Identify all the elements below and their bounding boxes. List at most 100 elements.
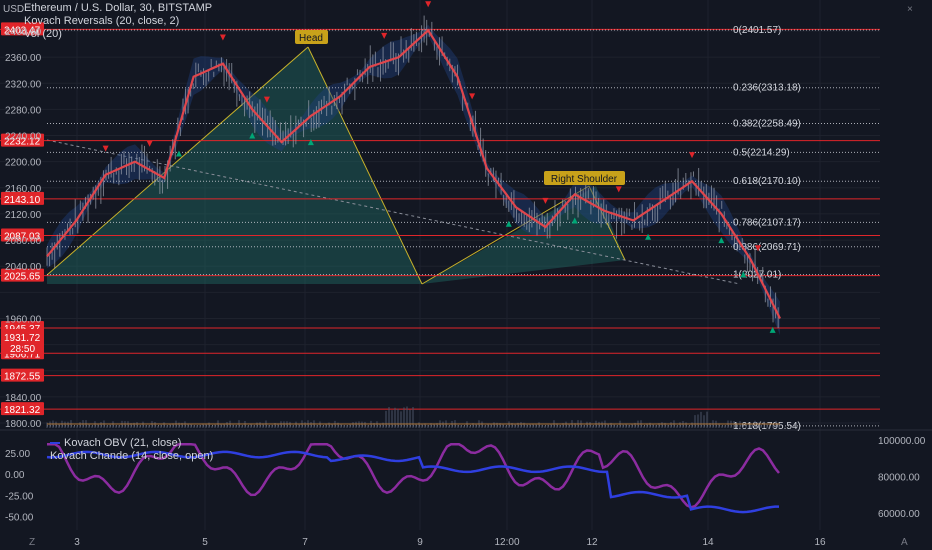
current-price-label: 1931.72	[4, 333, 41, 344]
price-tick: 2240.00	[5, 132, 42, 143]
countdown-label: 28:50	[10, 344, 35, 355]
pattern-fill	[46, 46, 741, 285]
lower-right-tick: 80000.00	[878, 473, 920, 484]
indicator-volume[interactable]: Vol (20)	[24, 28, 62, 40]
lower-left-tick: -25.00	[5, 491, 34, 502]
lower-right-tick: 100000.00	[878, 436, 926, 447]
price-tag-label: 1872.55	[4, 372, 41, 383]
moving-average	[46, 28, 781, 319]
menu-icon[interactable]: Z	[29, 537, 35, 548]
fib-label: 0(2401.57)	[733, 25, 781, 36]
reversal-down-icon	[102, 145, 109, 152]
time-axis[interactable]: 3 5 7 9 12:00 12 14 16	[74, 537, 826, 548]
price-tick: 2200.00	[5, 158, 42, 169]
lower-left-tick: -50.00	[5, 513, 34, 524]
reversal-down-icon	[146, 140, 153, 147]
time-tick: 16	[814, 537, 826, 548]
obv-line	[46, 450, 780, 514]
price-tag	[1, 268, 44, 282]
obv-label: Kovach OBV (21, close)	[64, 437, 182, 449]
time-tick: 12	[586, 537, 598, 548]
price-tick: 2400.00	[5, 27, 42, 38]
trend-line-up	[46, 46, 309, 276]
fib-label: 0.382(2258.49)	[733, 118, 801, 129]
right-shoulder-label[interactable]: Right Shoulder	[544, 171, 625, 185]
reversal-up-icon	[249, 132, 256, 139]
price-tick: 2280.00	[5, 105, 42, 116]
reversal-down-icon	[425, 1, 432, 8]
fib-label: 0.786(2107.17)	[733, 217, 801, 228]
lower-pane: 25.00 0.00 -25.00 -50.00 100000.00 80000.00 60…	[5, 436, 926, 524]
lower-right-tick: 60000.00	[878, 509, 920, 520]
price-tag	[1, 228, 44, 242]
indicator-kovach-reversals[interactable]: Kovach Reversals (20, close, 2)	[24, 15, 180, 27]
reversal-up-icon	[175, 150, 182, 157]
price-axis[interactable]: 2402.472232.122143.102087.032025.651945.…	[1, 22, 44, 430]
fib-label: 0.886(2069.71)	[733, 242, 801, 253]
reversal-down-icon	[219, 34, 226, 41]
reversal-down-icon	[381, 32, 388, 39]
price-line	[46, 28, 781, 319]
price-tag-label: 2025.65	[4, 272, 41, 283]
lower-legend: Kovach OBV (21, close) Kovach Chande (14…	[50, 437, 213, 463]
time-tick: 7	[302, 537, 308, 548]
trend-line-down	[307, 46, 423, 285]
price-tag-label: 2143.10	[4, 195, 41, 206]
reversal-up-icon	[645, 233, 652, 240]
price-tag	[1, 133, 44, 147]
neckline	[46, 139, 741, 285]
price-tag-label: 1821.32	[4, 405, 41, 416]
reversal-up-icon	[505, 220, 512, 227]
price-tick: 2320.00	[5, 79, 42, 90]
price-tick: 2360.00	[5, 53, 42, 64]
reversal-down-icon	[615, 186, 622, 193]
fib-label: 0.236(2313.18)	[733, 83, 801, 94]
price-tag	[1, 191, 44, 205]
chande-legend[interactable]: Kovach Chande (14, close, open)	[50, 450, 213, 463]
price-tick: 2160.00	[5, 184, 42, 195]
auto-scale-button[interactable]: A	[901, 537, 908, 548]
reversal-down-icon	[689, 152, 696, 159]
time-tick: 5	[202, 537, 208, 548]
right-shoulder-label-text: Right Shoulder	[551, 174, 618, 185]
price-tick: 1960.00	[5, 314, 42, 325]
price-tag-label: 1906.71	[4, 349, 41, 360]
horizontal-lines	[0, 28, 880, 410]
price-tick: 2040.00	[5, 262, 42, 273]
head-label[interactable]: Head	[295, 30, 328, 44]
reversal-down-icon	[542, 197, 549, 204]
fib-label: 0.5(2214.29)	[733, 147, 790, 158]
reversal-down-icon	[469, 93, 476, 100]
chart-header: Ethereum / U.S. Dollar, 30, BITSTAMP Kov…	[24, 2, 212, 41]
reversal-down-icon	[263, 96, 270, 103]
fib-label: 0.618(2170.10)	[733, 176, 801, 187]
time-tick: 3	[74, 537, 80, 548]
price-tag	[1, 22, 44, 36]
obv-legend[interactable]: Kovach OBV (21, close)	[50, 437, 213, 450]
symbol-title[interactable]: Ethereum / U.S. Dollar, 30, BITSTAMP	[24, 2, 213, 14]
usd-unit: USD	[3, 4, 24, 15]
reversal-up-icon	[571, 217, 578, 224]
price-tick: 1840.00	[5, 393, 42, 404]
price-tick: 2120.00	[5, 210, 42, 221]
price-tick: 1800.00	[5, 419, 42, 430]
time-tick: 14	[702, 537, 714, 548]
reversal-markers	[102, 1, 776, 333]
price-tag-label: 2402.47	[4, 25, 41, 36]
head-shoulders-fill	[47, 47, 625, 284]
close-icon[interactable]: ×	[907, 4, 913, 15]
price-tag	[1, 402, 44, 416]
head-label-text: Head	[299, 33, 323, 44]
time-tick: 9	[417, 537, 423, 548]
chande-label: Kovach Chande (14, close, open)	[50, 450, 214, 462]
reversal-up-icon	[718, 237, 725, 244]
lower-left-tick: 25.00	[5, 449, 30, 460]
current-price-tag	[1, 328, 44, 354]
obv-swatch-icon	[50, 442, 60, 445]
price-tag-label: 2232.12	[4, 137, 41, 148]
trend-line-down-2	[588, 185, 626, 261]
reversal-up-icon	[769, 326, 776, 333]
price-tick: 2080.00	[5, 236, 42, 247]
reversal-down-icon	[755, 245, 762, 252]
